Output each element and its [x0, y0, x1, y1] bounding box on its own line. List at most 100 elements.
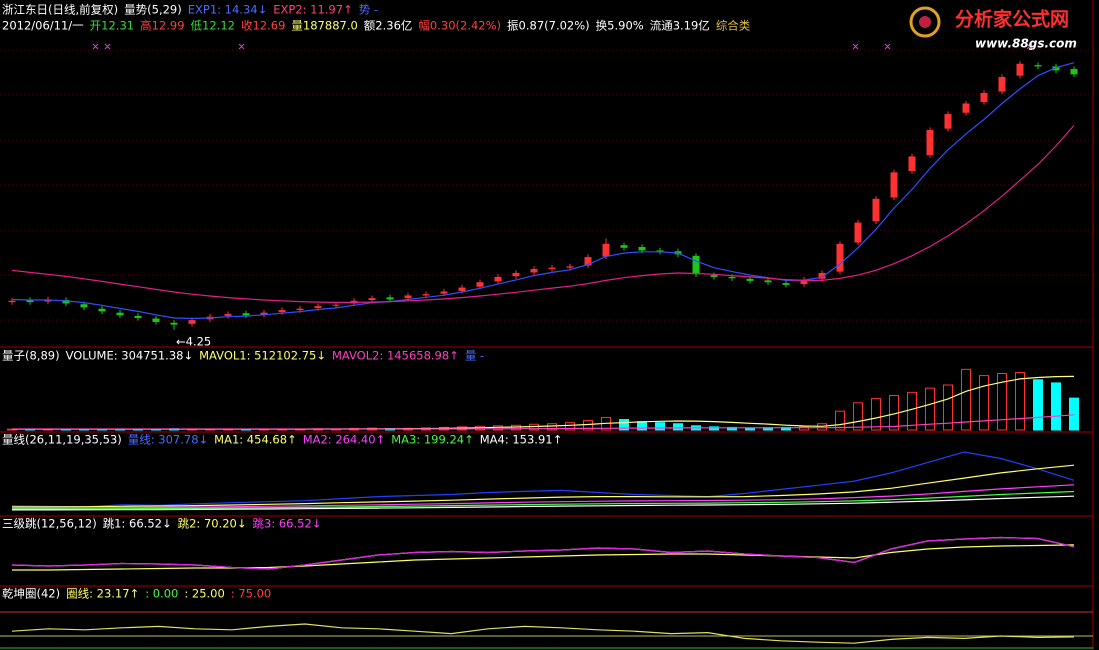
volume-bar	[1033, 379, 1043, 431]
candle-body	[278, 310, 286, 313]
legend-item: : 0.00	[145, 587, 178, 601]
volume-bar	[961, 368, 971, 431]
volume-bar	[853, 402, 863, 431]
legend-item: 开12.31	[90, 19, 134, 33]
legend-item: 三级跳(12,56,12)	[2, 517, 97, 531]
candle-body	[170, 322, 178, 325]
candle-body	[422, 294, 430, 296]
legend-item: 量187887.0	[291, 19, 357, 33]
candle-body	[602, 243, 610, 257]
candle-body	[458, 287, 466, 291]
candle-body	[872, 198, 880, 222]
logo	[919, 16, 931, 28]
volume-bar	[1015, 371, 1025, 431]
legend-item: 综合类	[716, 19, 751, 33]
candle-body	[926, 129, 934, 156]
candle-body	[296, 308, 304, 311]
indicator-line	[12, 414, 1075, 430]
signal-marker	[92, 43, 1033, 50]
candle-body	[620, 245, 628, 248]
legend-item: 量线: 307.78↓	[128, 433, 208, 447]
legend-item: MAVOL2: 145658.98↑	[332, 349, 459, 363]
volume-bar	[871, 398, 881, 431]
candle-body	[188, 320, 196, 324]
candle-body	[566, 266, 574, 268]
candle-body	[62, 299, 70, 304]
candle-body	[908, 156, 916, 172]
indicator-line	[12, 495, 1075, 511]
legend-item: MA4: 153.91↑	[480, 433, 563, 447]
candle-body	[1052, 66, 1060, 71]
legend-item: 跳1: 66.52↓	[103, 517, 172, 531]
indicator-line	[12, 484, 1075, 509]
legend-item: 跳3: 66.52↓	[253, 517, 322, 531]
candle-body	[548, 267, 556, 269]
legend-item: 收12.69	[241, 19, 285, 33]
volume-bar	[817, 423, 827, 431]
candle-body	[944, 114, 952, 129]
volume-bar	[673, 423, 683, 431]
legend-item: 量 -	[465, 349, 484, 363]
volume-bar	[943, 384, 953, 431]
candle-body	[1034, 65, 1042, 67]
legend-item: : 25.00	[184, 587, 224, 601]
candle-body	[728, 276, 736, 279]
candle-body	[476, 282, 484, 287]
candle-body	[836, 243, 844, 272]
volume-bar	[637, 421, 647, 431]
indicator-line	[11, 451, 1075, 508]
watermark: 分析家公式网 www.88gs.com	[909, 6, 1077, 51]
candle-body	[746, 278, 754, 281]
candle-body	[710, 275, 718, 277]
indicator-line	[12, 464, 1075, 508]
volume-bar	[547, 423, 557, 431]
volume-bar	[1069, 397, 1079, 431]
candle-body	[638, 247, 646, 251]
legend-item: 流通3.19亿	[650, 19, 710, 33]
candle-body	[368, 298, 376, 300]
legend-item: 量子(8,89)	[2, 349, 60, 363]
legend-item: : 75.00	[231, 587, 271, 601]
volume-bar	[709, 426, 719, 431]
legend-item: 2012/06/11/一	[2, 19, 84, 33]
candle-body	[800, 279, 808, 285]
legend-item: 乾坤圈(42)	[2, 587, 60, 601]
legend-item: MAVOL1: 512102.75↓	[199, 349, 326, 363]
candle-body	[260, 312, 268, 315]
legend-item: MA2: 264.40↑	[303, 433, 386, 447]
indicator-line	[11, 623, 1075, 644]
indicator-line	[11, 62, 1075, 320]
candle-body	[854, 222, 862, 243]
legend-item: 跳2: 70.20↓	[178, 517, 247, 531]
candle-body	[584, 257, 592, 266]
candle-body	[80, 304, 88, 308]
candle-body	[440, 291, 448, 294]
low-label: ←4.25	[176, 334, 211, 348]
volume-bar	[979, 375, 989, 431]
volume-bar	[565, 422, 575, 431]
candle-body	[134, 315, 142, 318]
legend-item: 势 -	[359, 3, 378, 17]
watermark-url: www.88gs.com	[975, 37, 1077, 51]
candle-body	[152, 318, 160, 322]
candle-body	[224, 314, 232, 316]
volume-bar	[619, 419, 629, 431]
logo	[909, 6, 941, 38]
indicator-line	[11, 125, 1075, 303]
legend-item: MA1: 454.68↑	[214, 433, 297, 447]
candle-body	[1070, 69, 1078, 75]
legend-item: EXP1: 14.34↓	[188, 3, 267, 17]
legend-item: EXP2: 11.97↑	[273, 3, 352, 17]
volume-bar	[907, 391, 917, 431]
legend-item: 量势(5,29)	[124, 3, 182, 17]
legend-item: 高12.99	[140, 19, 184, 33]
candle-body	[998, 77, 1006, 92]
volume-bar	[835, 410, 845, 431]
legend-item: 额2.36亿	[364, 19, 413, 33]
candle-body	[242, 313, 250, 316]
legend-item: 低12.12	[191, 19, 235, 33]
legend-item: 幅0.30(2.42%)	[418, 19, 501, 33]
legend-item: 换5.90%	[596, 19, 644, 33]
